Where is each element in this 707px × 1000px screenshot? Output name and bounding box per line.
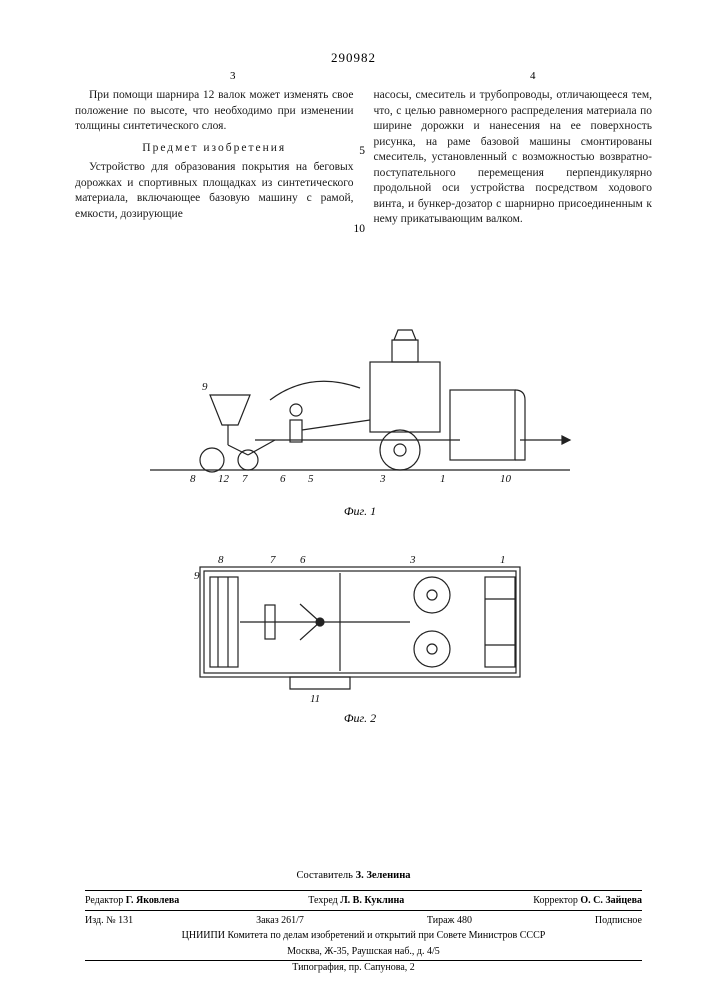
paragraph: насосы, смеситель и трубопроводы, отлича…: [374, 88, 653, 228]
org-line: ЦНИИПИ Комитета по делам изобретений и о…: [85, 929, 642, 943]
editor-label: Редактор: [85, 895, 123, 906]
credits-row: Редактор Г. Яковлева Техред Л. В. Куклин…: [85, 894, 642, 908]
corrector-label: Корректор: [533, 895, 578, 906]
figure-1-label: Фиг. 1: [140, 504, 580, 519]
svg-text:12: 12: [218, 473, 230, 485]
composer-line: Составитель З. Зеленина: [0, 870, 707, 881]
column-right: насосы, смеситель и трубопроводы, отлича…: [374, 88, 653, 228]
podpisnoe: Подписное: [595, 914, 642, 928]
svg-text:1: 1: [440, 473, 446, 485]
svg-text:8: 8: [218, 554, 224, 566]
corrector-cell: Корректор О. С. Зайцева: [533, 894, 642, 908]
svg-text:9: 9: [194, 570, 200, 582]
svg-text:6: 6: [280, 473, 286, 485]
page-number-left: 3: [230, 70, 236, 82]
page-number-right: 4: [530, 70, 536, 82]
svg-text:9: 9: [202, 381, 208, 393]
print-row: Изд. № 131 Заказ 261/7 Тираж 480 Подписн…: [85, 914, 642, 928]
svg-text:10: 10: [500, 473, 512, 485]
divider: [85, 890, 642, 891]
svg-text:3: 3: [379, 473, 386, 485]
svg-text:6: 6: [300, 554, 306, 566]
svg-text:8: 8: [190, 473, 196, 485]
printing-line: Типография, пр. Сапунова, 2: [0, 962, 707, 973]
addr-line: Москва, Ж-35, Раушская наб., д. 4/5: [85, 945, 642, 959]
document-number: 290982: [0, 50, 707, 66]
column-left: При помощи шарнира 12 валок может изменя…: [75, 88, 354, 228]
tirazh-value: 480: [457, 915, 472, 926]
paragraph: Устройство для образования покрытия на б…: [75, 160, 354, 222]
svg-text:1: 1: [500, 554, 506, 566]
divider: [85, 910, 642, 911]
section-title: Предмет изобретения: [75, 141, 354, 157]
corrector-name: О. С. Зайцева: [580, 895, 642, 906]
line-number: 5: [359, 144, 365, 160]
divider: [85, 960, 642, 961]
svg-text:3: 3: [409, 554, 416, 566]
svg-text:5: 5: [308, 473, 314, 485]
tirazh-label: Тираж: [427, 915, 455, 926]
composer-name: З. Зеленина: [356, 870, 411, 881]
svg-text:7: 7: [270, 554, 276, 566]
colophon-block: Редактор Г. Яковлева Техред Л. В. Куклин…: [85, 888, 642, 964]
zakaz-value: 261/7: [281, 915, 304, 926]
composer-label: Составитель: [297, 870, 353, 881]
figure-1: 9 8 12 7 6 5 3 1 10: [140, 310, 580, 500]
figure-2: 9 8 7 6 3 1 11: [170, 537, 550, 707]
izd-label: Изд. №: [85, 915, 116, 926]
tirazh-cell: Тираж 480: [427, 914, 472, 928]
figure-2-label: Фиг. 2: [140, 711, 580, 726]
zakaz-cell: Заказ 261/7: [256, 914, 304, 928]
tech-label: Техред: [308, 895, 337, 906]
editor-name: Г. Яковлева: [126, 895, 180, 906]
izd-value: 131: [118, 915, 133, 926]
izd-cell: Изд. № 131: [85, 914, 133, 928]
paragraph: При помощи шарнира 12 валок может изменя…: [75, 88, 354, 135]
tech-cell: Техред Л. В. Куклина: [308, 894, 404, 908]
svg-text:11: 11: [310, 693, 320, 705]
figures-block: 9 8 12 7 6 5 3 1 10 Фиг. 1: [140, 310, 580, 744]
editor-cell: Редактор Г. Яковлева: [85, 894, 179, 908]
tech-name: Л. В. Куклина: [340, 895, 404, 906]
svg-text:7: 7: [242, 473, 248, 485]
line-number: 10: [354, 222, 366, 238]
zakaz-label: Заказ: [256, 915, 279, 926]
